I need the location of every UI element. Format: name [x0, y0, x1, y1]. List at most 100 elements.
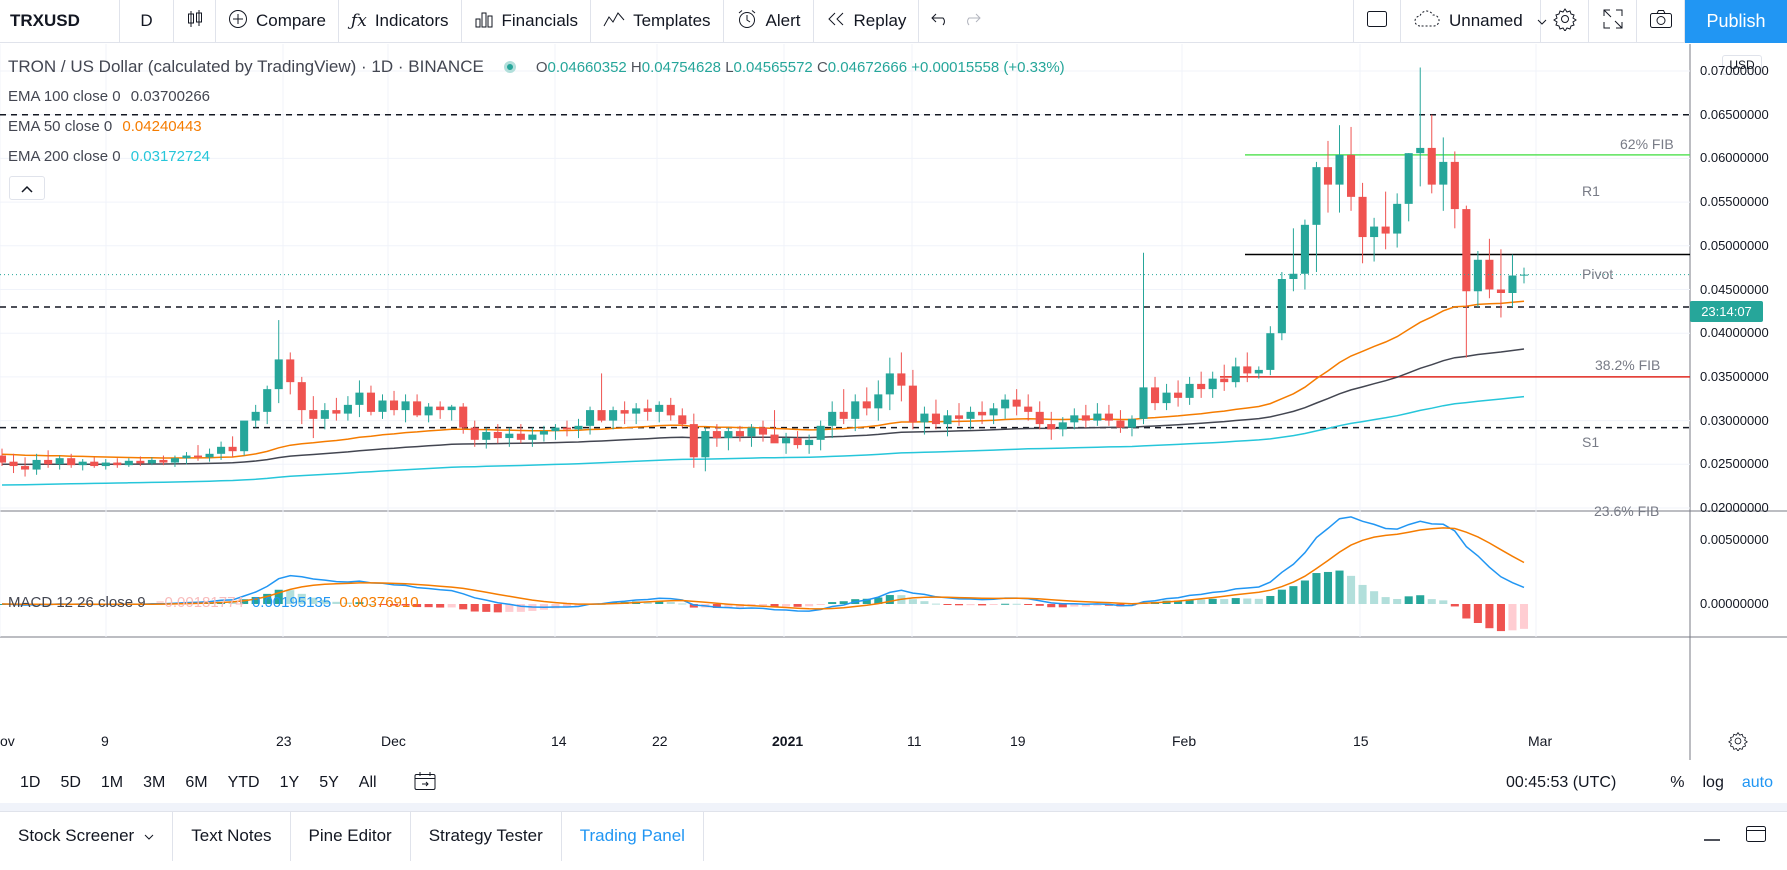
log-scale-toggle[interactable]: log: [1702, 774, 1724, 791]
undo-icon[interactable]: [931, 11, 949, 31]
percent-scale-toggle[interactable]: %: [1670, 774, 1685, 791]
candle-body: [1012, 399, 1021, 407]
ema100-legend[interactable]: EMA 100 close 0 0.03700266: [8, 88, 210, 105]
range-button[interactable]: 5Y: [319, 774, 339, 791]
candle-body: [182, 455, 191, 459]
chart-type-button[interactable]: [174, 0, 216, 43]
utc-clock[interactable]: 00:45:53 (UTC): [1506, 774, 1617, 791]
candle-body: [1427, 147, 1436, 185]
candle-body: [1139, 387, 1148, 419]
symbol-search[interactable]: TRXUSD: [0, 0, 120, 43]
candle-body: [989, 408, 998, 416]
candle-body: [920, 413, 929, 423]
macd-histogram-bar: [320, 599, 329, 604]
minimize-panel-icon[interactable]: [1703, 826, 1721, 847]
price-chart-canvas[interactable]: [0, 44, 1787, 760]
candle-body: [1473, 259, 1482, 292]
tab-pine-editor[interactable]: Pine Editor: [291, 811, 411, 861]
tab-trading-panel[interactable]: Trading Panel: [562, 811, 704, 861]
macd-histogram-bar: [874, 597, 883, 604]
range-button[interactable]: 6M: [185, 774, 208, 791]
candle-body: [1289, 273, 1298, 280]
main-legend: TRON / US Dollar (calculated by TradingV…: [8, 57, 1065, 77]
macd-histogram-bar: [1035, 604, 1044, 606]
macd-histogram-bar: [1508, 604, 1517, 631]
candle-body: [286, 359, 295, 383]
fullscreen-button[interactable]: [1589, 0, 1637, 43]
ema200-legend[interactable]: EMA 200 close 0 0.03172724: [8, 148, 210, 165]
range-button[interactable]: 1Y: [279, 774, 300, 791]
layout-name-button[interactable]: Unnamed: [1401, 0, 1547, 43]
publish-button[interactable]: Publish: [1685, 0, 1787, 43]
change-value: +0.00015558 (+0.33%): [911, 58, 1065, 76]
macd-histogram-bar: [1208, 598, 1217, 604]
range-button[interactable]: 5D: [60, 774, 81, 791]
candle-body: [1370, 226, 1379, 238]
macd-histogram-bar: [562, 604, 572, 608]
candle-body: [67, 458, 76, 466]
candle-body: [666, 404, 675, 416]
redo-icon[interactable]: [963, 11, 982, 31]
collapse-legend-button[interactable]: [9, 176, 45, 200]
range-button[interactable]: 1M: [100, 774, 124, 791]
macd-histogram-bar: [459, 604, 468, 610]
indicators-button[interactable]: ƒx Indicators: [339, 0, 462, 43]
time-axis-label: Feb: [1172, 733, 1197, 749]
auto-scale-toggle[interactable]: auto: [1741, 774, 1773, 791]
range-button[interactable]: 1D: [20, 774, 41, 791]
financials-label: Financials: [501, 11, 579, 30]
interval-button[interactable]: D: [120, 0, 174, 43]
range-button[interactable]: YTD: [227, 774, 260, 791]
financials-button[interactable]: Financials: [462, 0, 592, 43]
candle-body: [1496, 289, 1505, 293]
tab-text-notes[interactable]: Text Notes: [173, 811, 291, 861]
tab-strategy-tester[interactable]: Strategy Tester: [411, 811, 562, 861]
snapshot-button[interactable]: [1637, 0, 1685, 43]
panel-divider[interactable]: [0, 803, 1787, 811]
ema100-value: 0.03700266: [130, 88, 210, 105]
fullscreen-layout-button[interactable]: [1353, 0, 1401, 43]
candle-body: [136, 460, 145, 464]
tab-stock-screener[interactable]: Stock Screener: [0, 811, 174, 861]
low-value: 0.04565572: [733, 58, 813, 76]
templates-label: Templates: [633, 11, 711, 30]
maximize-panel-icon[interactable]: [1745, 824, 1767, 849]
macd-histogram-bar: [470, 604, 479, 612]
replay-button[interactable]: Replay: [814, 0, 920, 43]
candle-body: [724, 431, 733, 439]
date-range-icon[interactable]: [413, 771, 437, 796]
templates-button[interactable]: Templates: [591, 0, 724, 43]
chevron-down-icon: [1537, 11, 1547, 31]
chart-settings-button[interactable]: [1728, 731, 1748, 756]
time-axis-label: 23: [276, 733, 292, 749]
macd-histogram-bar: [966, 604, 975, 606]
macd-histogram-bar: [574, 604, 583, 607]
price-axis-label: 0.04000000: [1700, 325, 1769, 341]
s1-label: S1: [1582, 434, 1600, 450]
macd-histogram-bar: [1358, 584, 1367, 604]
settings-button[interactable]: [1541, 0, 1589, 43]
currency-badge[interactable]: USD: [1722, 55, 1762, 75]
candle-body: [0, 455, 7, 463]
macd-histogram-bar: [931, 603, 940, 605]
symbol-title: TRON / US Dollar (calculated by TradingV…: [8, 57, 484, 76]
ema50-legend[interactable]: EMA 50 close 0 0.04240443: [8, 118, 202, 135]
macd-histogram-bar: [1393, 598, 1402, 604]
candle-body: [1058, 422, 1067, 430]
candle-body: [366, 392, 376, 412]
alert-button[interactable]: Alert: [724, 0, 814, 43]
chart-area[interactable]: [0, 44, 1787, 760]
macd-histogram-bar: [251, 596, 260, 604]
macd-histogram-bar: [643, 601, 652, 604]
macd-histogram-bar: [885, 595, 894, 604]
candle-body: [735, 431, 744, 437]
macd-legend[interactable]: MACD 12 26 close 9 −0.00181774 0.0019513…: [8, 594, 419, 611]
candle-body: [124, 460, 133, 466]
range-button[interactable]: 3M: [143, 774, 166, 791]
time-axis-label: 9: [101, 733, 109, 749]
candle-body: [1220, 378, 1229, 383]
compare-button[interactable]: Compare: [216, 0, 339, 43]
macd-histogram-bar: [343, 602, 352, 604]
time-axis-label: 15: [1353, 733, 1369, 749]
range-button[interactable]: All: [358, 774, 377, 791]
